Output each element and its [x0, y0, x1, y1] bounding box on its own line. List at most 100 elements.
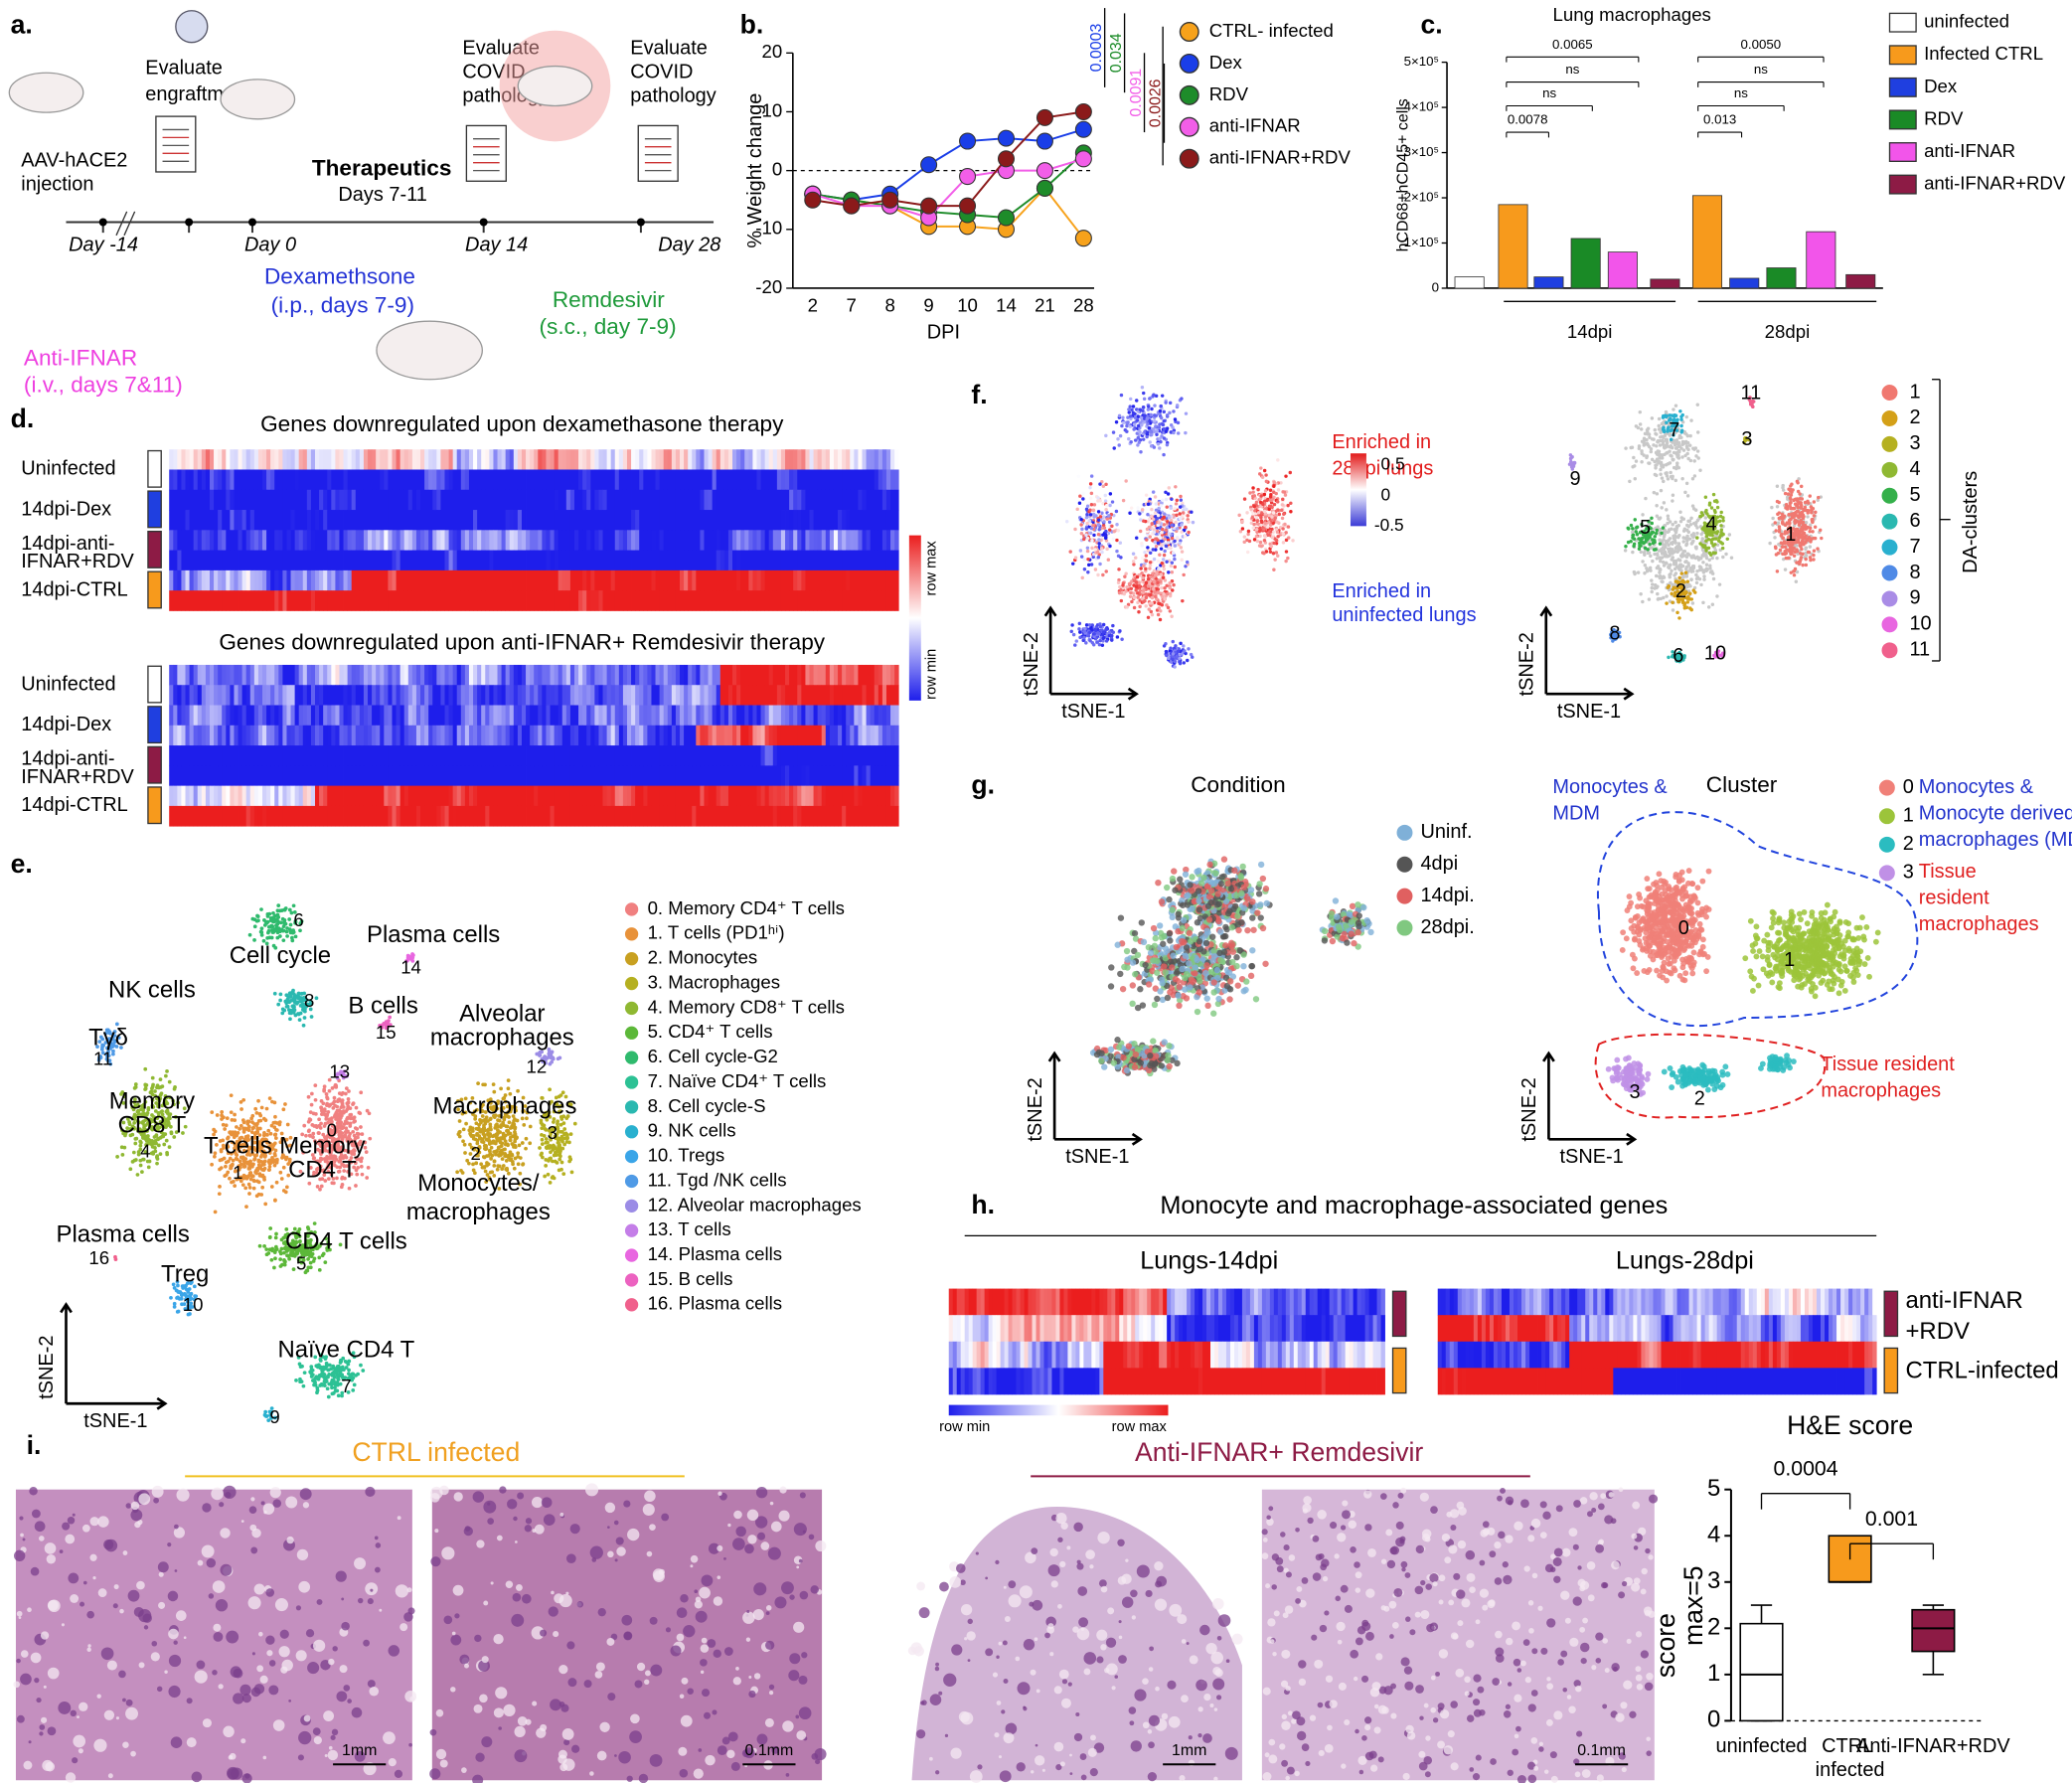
heatmap-cell: [1321, 1288, 1327, 1316]
heatmap-cell: [319, 745, 324, 766]
heatmap-cell: [456, 569, 462, 591]
heatmap-cell: [1680, 1341, 1685, 1369]
label: (s.c., day 7-9): [540, 314, 677, 339]
cell-dot: [471, 1136, 476, 1141]
cell-dot: [322, 1087, 327, 1092]
heatmap-cell: [1103, 1315, 1108, 1343]
heatmap-cell: [278, 745, 283, 766]
heatmap-cell: [526, 590, 531, 611]
heatmap-cell: [723, 685, 729, 706]
heatmap-cell: [736, 745, 741, 766]
heatmap-cell: [169, 805, 174, 827]
heatmap-cell: [692, 785, 697, 807]
heatmap-cell: [732, 590, 737, 611]
heatmap-cell: [226, 685, 231, 706]
heatmap-cell: [850, 664, 855, 686]
heatmap-cell: [270, 469, 275, 491]
heatmap-cell: [1829, 1288, 1833, 1316]
heatmap-cell: [614, 510, 620, 531]
heatmap-cell: [286, 725, 291, 746]
heatmap-cell: [501, 805, 507, 827]
y-tick-label: 0: [1432, 279, 1439, 294]
heatmap-cell: [558, 725, 563, 746]
heatmap-cell: [530, 685, 535, 706]
heatmap-cell: [1372, 1315, 1377, 1343]
heatmap-cell: [1756, 1315, 1762, 1343]
cell-dot: [284, 1185, 289, 1190]
heatmap-cell: [1829, 1315, 1833, 1343]
heatmap-cell: [181, 530, 186, 551]
heatmap-cell: [1356, 1368, 1362, 1395]
heatmap-cell: [448, 765, 454, 787]
heatmap-cell: [218, 489, 223, 511]
heatmap-cell: [768, 745, 774, 766]
heatmap-cell: [517, 569, 523, 591]
label: +RDV: [1905, 1318, 1970, 1345]
heatmap-cell: [415, 569, 421, 591]
heatmap-cell: [631, 569, 636, 591]
heatmap-cell: [282, 805, 287, 827]
heatmap-cell: [1868, 1288, 1873, 1316]
heatmap-cell: [582, 664, 587, 686]
heatmap-cell: [684, 745, 689, 766]
heatmap-cell: [1175, 1315, 1180, 1343]
cell-dot: [315, 1184, 320, 1189]
heatmap-cell: [266, 785, 271, 807]
heatmap-cell: [688, 550, 693, 571]
heatmap-cell: [376, 590, 381, 611]
cell-dot: [244, 1205, 248, 1209]
heatmap-cell: [1469, 1315, 1475, 1343]
heatmap-cell: [1083, 1368, 1088, 1395]
heatmap-cell: [1103, 1341, 1108, 1369]
heatmap-cell: [582, 530, 587, 551]
heatmap-cell: [870, 590, 876, 611]
heatmap-cell: [1565, 1368, 1570, 1395]
heatmap-cell: [485, 550, 490, 571]
cell-dot: [473, 1116, 478, 1121]
cell-dot: [281, 1153, 285, 1158]
heatmap-cell: [290, 805, 296, 827]
cell-dot: [226, 1135, 231, 1140]
heatmap-cell: [444, 569, 449, 591]
heatmap-cell: [858, 725, 863, 746]
heatmap-cell: [748, 664, 753, 686]
heatmap-cell: [793, 705, 798, 727]
heatmap-cell: [1728, 1368, 1734, 1395]
heatmap-cell: [270, 765, 275, 787]
heatmap-cell: [1273, 1368, 1279, 1395]
cell-dot: [288, 1135, 293, 1140]
heatmap-cell: [1123, 1315, 1128, 1343]
heatmap-cell: [270, 569, 275, 591]
heatmap-cell: [294, 550, 300, 571]
heatmap-cell: [760, 590, 766, 611]
heatmap-cell: [1577, 1288, 1582, 1316]
heatmap-cell: [1541, 1288, 1546, 1316]
heatmap-cell: [801, 469, 806, 491]
heatmap-cell: [708, 489, 714, 511]
heatmap-cell: [578, 745, 583, 766]
heatmap-cell: [376, 685, 381, 706]
heatmap-cell: [655, 725, 661, 746]
heatmap-cell: [282, 590, 287, 611]
heatmap-cell: [732, 664, 737, 686]
heatmap-cell: [1517, 1315, 1522, 1343]
heatmap-cell: [1313, 1368, 1319, 1395]
heatmap-cell: [189, 765, 195, 787]
heatmap-cell: [1549, 1341, 1554, 1369]
heatmap-cell: [440, 530, 445, 551]
heatmap-cell: [1281, 1288, 1287, 1316]
heatmap-cell: [1345, 1288, 1351, 1316]
heatmap-cell: [428, 705, 433, 727]
heatmap-cell: [846, 510, 851, 531]
heatmap-cell: [550, 469, 555, 491]
heatmap-cell: [1469, 1368, 1475, 1395]
heatmap-cell: [631, 765, 636, 787]
heatmap-cell: [420, 469, 425, 491]
x-tick-label: 9: [923, 295, 933, 316]
heatmap-cell: [290, 469, 296, 491]
heatmap-cell: [1872, 1288, 1877, 1316]
heatmap-cell: [331, 785, 336, 807]
heatmap-cell: [214, 664, 219, 686]
heatmap-cell: [643, 590, 648, 611]
heatmap-cell: [996, 1288, 1001, 1316]
